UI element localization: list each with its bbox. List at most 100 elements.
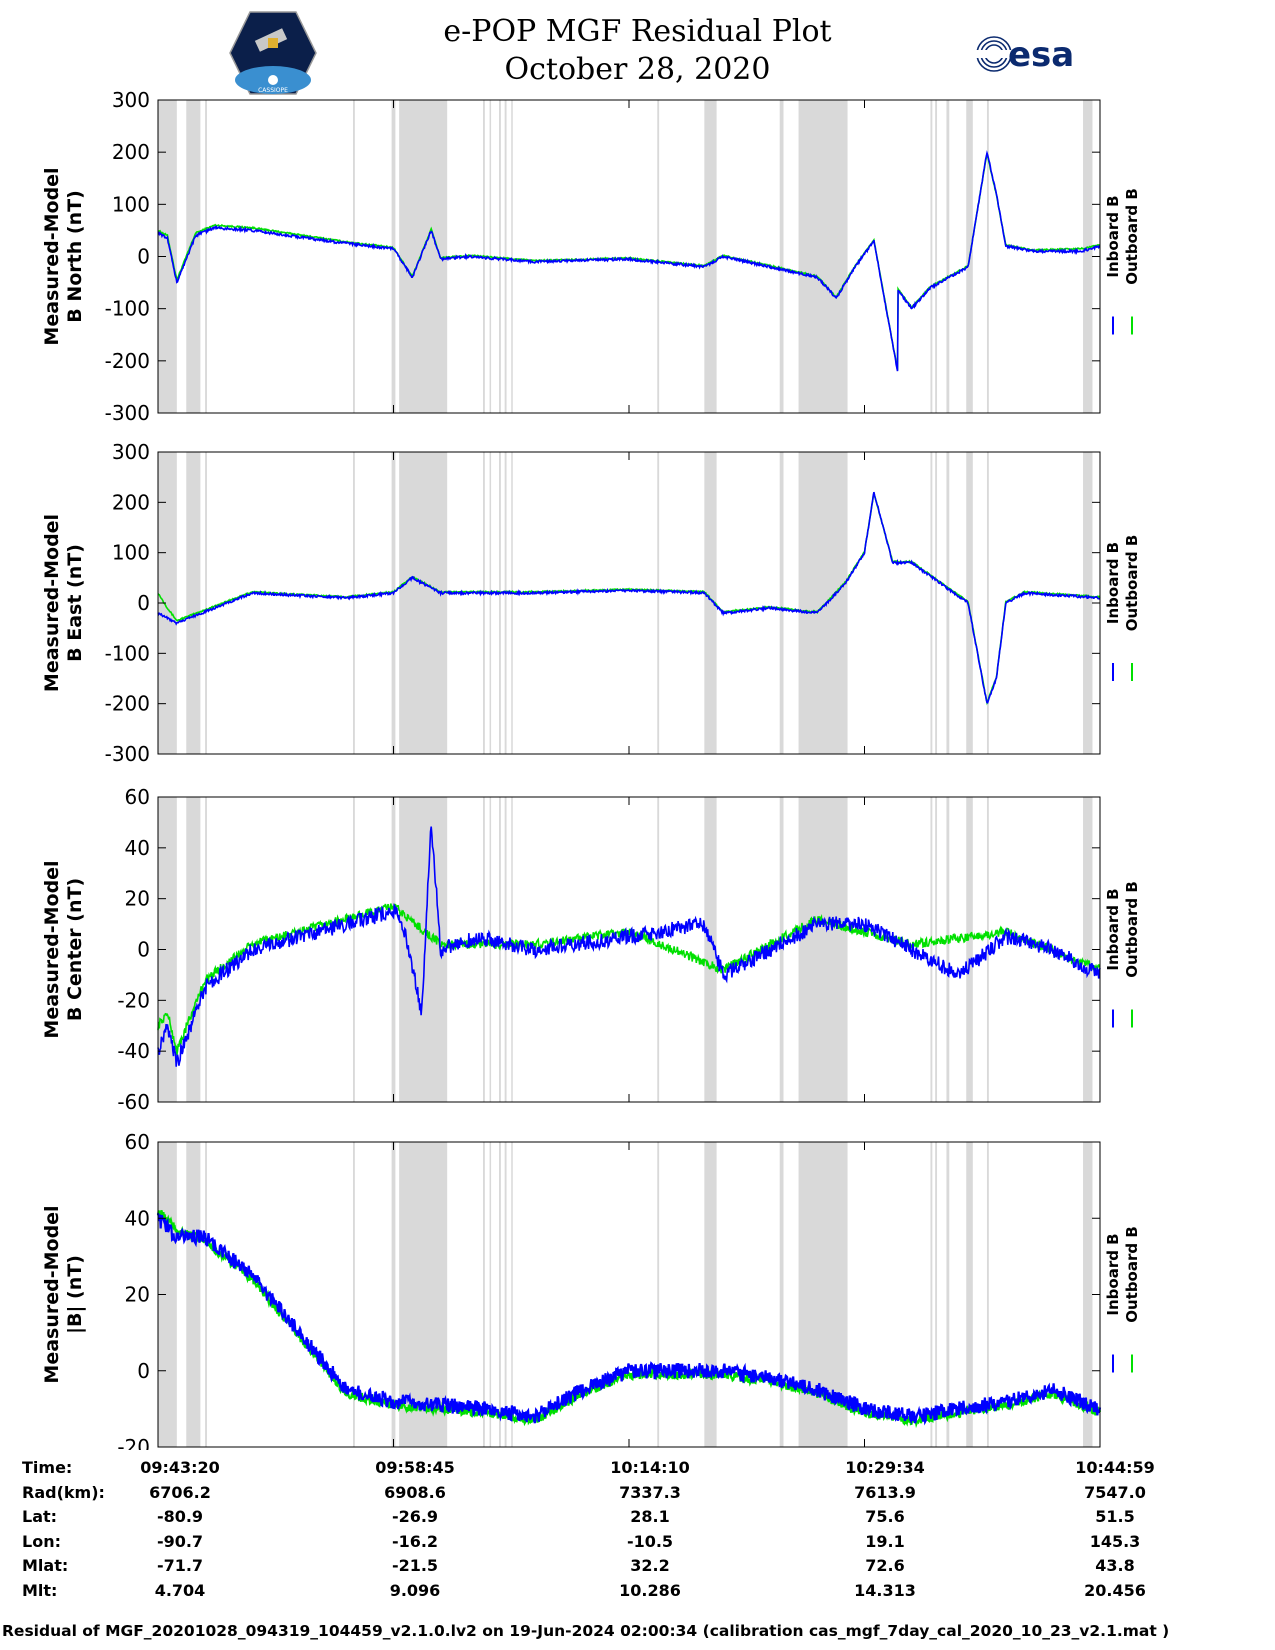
gap-band (499, 100, 501, 413)
gap-band (779, 100, 784, 413)
gap-band (205, 452, 207, 754)
gap-band (1083, 100, 1093, 413)
ephemeris-table: Time: Rad(km): Lat: Lon: Mlat: Mlt: 09:43:20 67… (0, 1458, 1275, 1618)
series-outboard-b (157, 903, 1101, 1056)
table-cell: 32.2 (630, 1556, 670, 1575)
gap-band (798, 452, 848, 754)
plot-frame (157, 1141, 1101, 1448)
legend-label: Inboard B (1104, 195, 1122, 277)
y-tick-label: 200 (112, 490, 150, 514)
y-tick-label: -300 (105, 401, 150, 425)
table-cell: 7547.0 (1084, 1482, 1146, 1502)
gap-band (798, 797, 848, 1102)
gap-band (352, 1142, 355, 1447)
row-label: Rad(km): (22, 1482, 105, 1502)
gap-band (657, 100, 660, 413)
y-tick-label: 200 (112, 140, 150, 164)
gap-band (399, 452, 448, 754)
gap-band (482, 797, 485, 1102)
panel-b-center: 60 40 20 0 -20 -40 -60 Measured-Model B Center (… (41, 785, 1141, 1114)
series-inboard-b (157, 491, 1101, 704)
gap-band (489, 1142, 492, 1447)
plot-title: e-POP MGF Residual Plot (443, 14, 832, 49)
plot-frame (157, 99, 1101, 414)
y-tick-label: 0 (137, 938, 150, 962)
table-cell: 10:29:34 (845, 1458, 925, 1477)
row-label: Lon: (22, 1531, 61, 1551)
gap-band (352, 100, 355, 413)
table-cell: -71.7 (156, 1556, 204, 1575)
gap-band (158, 100, 177, 413)
table-cell: 7613.9 (854, 1482, 916, 1502)
gap-band (186, 452, 201, 754)
y-axis-label: Measured-Model (41, 514, 63, 692)
series-outboard-b (156, 1210, 1102, 1429)
gap-band (704, 1142, 717, 1447)
legend-label: Outboard B (1123, 535, 1141, 632)
esa-logo-text: esa (1008, 35, 1074, 75)
gap-band (930, 100, 933, 413)
gap-band (966, 1142, 973, 1447)
legend-label: Inboard B (1104, 542, 1122, 624)
esa-logo: esa (972, 35, 1074, 75)
gap-band (935, 1142, 938, 1447)
legend-label: Inboard B (1104, 1233, 1122, 1315)
gap-band (158, 797, 177, 1102)
cassiope-logo-text: CASSIOPE (258, 87, 288, 94)
y-tick-label: -20 (117, 988, 150, 1012)
gap-band (186, 100, 201, 413)
y-tick-label: 40 (125, 836, 150, 860)
y-tick-label: 300 (112, 88, 150, 112)
plot-date: October 28, 2020 (504, 52, 771, 87)
series-outboard-b (157, 153, 1101, 371)
table-cell: 09:43:20 (140, 1458, 220, 1477)
legend-label: Outboard B (1123, 881, 1141, 978)
row-label: Lat: (22, 1507, 58, 1526)
gap-band (779, 452, 784, 754)
gap-band (391, 452, 396, 754)
y-axis-label: B Center (nT) (64, 878, 86, 1021)
gap-band (511, 1142, 513, 1447)
gap-band (657, 1142, 660, 1447)
table-cell: 6908.6 (384, 1482, 446, 1502)
gap-band (186, 797, 201, 1102)
panel-b-east: 300 200 100 0 -100 -200 -300 Measured-Model B Ea… (41, 440, 1141, 766)
gap-band (499, 452, 501, 754)
table-cell: -90.7 (156, 1531, 204, 1551)
y-axis-label: |B| (nT) (64, 1255, 86, 1334)
table-cell: 14.313 (854, 1580, 916, 1600)
series-inboard-b (157, 826, 1101, 1067)
y-tick-label: -60 (117, 1090, 150, 1114)
gap-band (391, 797, 396, 1102)
y-axis-label: B East (nT) (64, 544, 86, 662)
y-tick-label: 0 (137, 591, 150, 615)
table-cell: 6706.2 (149, 1482, 211, 1502)
gap-band (352, 452, 355, 754)
panel-b-magnitude: 60 40 20 0 -20 Measured-Model |B| (nT) Inboard … (41, 1130, 1141, 1450)
series-inboard-b (156, 1213, 1102, 1426)
y-tick-label: -300 (105, 742, 150, 766)
y-axis-label: Measured-Model (41, 167, 63, 345)
gap-band (986, 452, 989, 754)
legend-label: Outboard B (1123, 1226, 1141, 1323)
gap-band (391, 1142, 396, 1447)
table-cell: 51.5 (1095, 1507, 1135, 1526)
gap-band (205, 100, 207, 413)
table-cell: -26.9 (391, 1507, 439, 1526)
series-outboard-b (157, 492, 1101, 706)
gap-band (946, 797, 950, 1102)
gap-band (930, 452, 933, 754)
gap-band (489, 452, 492, 754)
gap-band (935, 452, 938, 754)
y-tick-label: 60 (125, 1130, 150, 1154)
gap-band (657, 452, 660, 754)
y-tick-label: 20 (125, 887, 150, 911)
series-inboard-b (157, 150, 1101, 372)
row-label: Mlat: (22, 1556, 69, 1575)
table-cell: -80.9 (156, 1507, 204, 1526)
gap-band (986, 100, 989, 413)
y-tick-label: -100 (105, 297, 150, 321)
y-tick-label: 60 (125, 785, 150, 809)
y-tick-label: -100 (105, 641, 150, 665)
